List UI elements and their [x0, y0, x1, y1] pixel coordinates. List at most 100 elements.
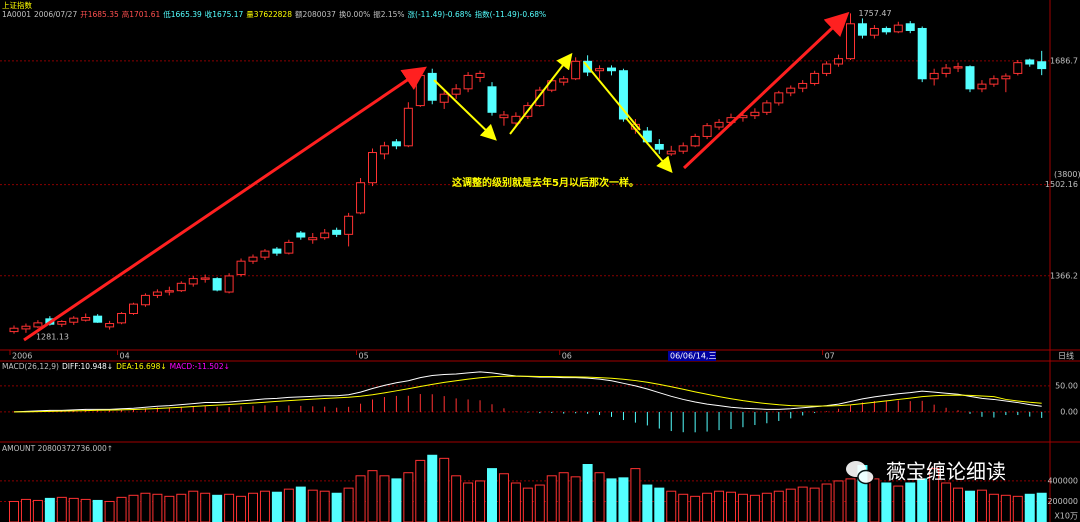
y-tick-label: 1502.16 [1045, 180, 1078, 189]
x-tick-label: 04 [120, 352, 130, 361]
volume-bar [104, 500, 115, 522]
volume-bar [773, 490, 784, 522]
macd-line [13, 375, 1042, 413]
info: 涨(-11.49)-0.68% [407, 10, 472, 19]
volume-bar [702, 492, 713, 522]
cursor-label: 06/06/14,三 [670, 352, 716, 361]
candle-body [308, 237, 318, 241]
candle-body [846, 23, 855, 60]
candle-body [929, 72, 939, 80]
volume-bar [295, 486, 306, 522]
info: 额2080037 [294, 10, 336, 19]
info: 振2.15% [373, 10, 405, 19]
candle-body [368, 152, 377, 184]
volume-bar [92, 499, 103, 522]
candle-body [893, 24, 903, 33]
candle-body [905, 23, 915, 31]
volume-bar [654, 487, 665, 522]
volume-bar [558, 472, 569, 522]
volume-bar [917, 478, 928, 522]
volume-bar [236, 495, 247, 522]
volume-bar [331, 492, 342, 522]
volume-bar [355, 475, 366, 522]
arrow [625, 117, 673, 174]
volume-title: AMOUNT 20800372736.000↑ [2, 444, 114, 453]
info: 换0.00% [338, 10, 371, 19]
info: 指数(-11.49)-0.68% [474, 10, 547, 19]
candle-body [774, 92, 784, 104]
volume-bar [797, 486, 808, 522]
min-label: 1281.13 [36, 332, 69, 341]
candle-body [1037, 61, 1047, 70]
info: 2006/07/27 [34, 10, 78, 19]
volume-bar [1012, 495, 1023, 522]
candle-body [822, 63, 832, 74]
candle-body [140, 294, 150, 306]
candle-body [272, 248, 282, 254]
candle-body [654, 143, 664, 150]
volume-bar [1036, 492, 1047, 522]
arrows [23, 11, 850, 342]
candle-body [1001, 75, 1011, 80]
volume-bar [606, 478, 617, 522]
cursor-box [668, 351, 716, 361]
candle-body [499, 114, 509, 119]
candle-body [105, 323, 115, 328]
arrow [583, 61, 641, 131]
volume-bar [164, 495, 175, 522]
volume-bar [80, 498, 91, 522]
volume-bar [666, 490, 677, 522]
candle-body [953, 66, 963, 69]
price-panel: 1366.2 1502.16 1686.7 (3800) 1757.47 1281.13 2… [0, 9, 1080, 361]
y-tick-label: 50.00 [1055, 381, 1078, 390]
candle-body [941, 67, 951, 74]
candle-body [857, 23, 867, 36]
y-tick-label: 400000 [1047, 476, 1078, 485]
candle-body [188, 278, 198, 285]
volume-bar [869, 478, 880, 522]
candle-body [607, 67, 616, 72]
candle-body [463, 74, 473, 90]
candle-body [977, 83, 987, 90]
volume-bar [56, 496, 67, 522]
volume-bar [391, 478, 402, 522]
volume-bar [212, 494, 223, 522]
volume-bar [188, 490, 199, 522]
volume-bar [271, 491, 282, 522]
candle-body [917, 27, 927, 80]
candle-body [9, 327, 19, 333]
candle-body [678, 145, 688, 152]
candle-body [475, 72, 485, 78]
candle-body [427, 72, 437, 101]
header-title: 上证指数 [2, 1, 32, 10]
candle-body [129, 303, 138, 314]
watermark: 薇宝缠论细读 [886, 460, 1006, 484]
volume-bar [809, 487, 820, 522]
volume-bar [427, 454, 438, 522]
candle-body [284, 241, 294, 254]
volume-bar [475, 480, 486, 522]
info: 高1701.61 [121, 10, 161, 19]
volume-bar [439, 457, 450, 522]
legend-entry: DIFF:10.948↓ [61, 362, 114, 371]
volume-bar [498, 473, 509, 522]
arrow [23, 66, 427, 342]
x-tick-label: 06 [562, 352, 572, 361]
volume-bar [20, 498, 31, 522]
candle-body [1025, 59, 1035, 65]
macd-title: MACD(26,12,9) [2, 362, 59, 371]
macd-line [13, 371, 1042, 413]
candle-body [595, 68, 605, 72]
volume-bar [379, 475, 390, 522]
info: 开1685.35 [80, 10, 119, 19]
y-tick-label: 1366.2 [1050, 271, 1078, 280]
volume-bar [248, 492, 258, 522]
volume-bar [678, 493, 689, 522]
candle-body [320, 232, 330, 239]
candle-body [57, 321, 67, 325]
candle-body [176, 282, 186, 292]
macd-panel: 0.00 50.00 [0, 371, 1078, 433]
volume-panel: 200000 400000 X10万 [0, 454, 1078, 522]
candle-body [332, 229, 342, 235]
